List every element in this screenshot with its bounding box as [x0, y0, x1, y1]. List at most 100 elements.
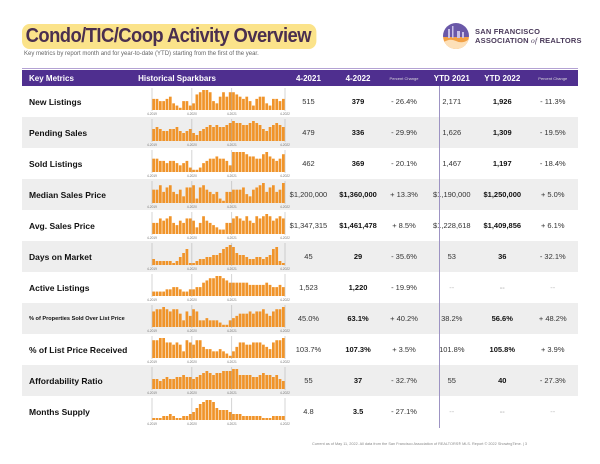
sparkbar-chart: 4-2019 4-2020 4-2021 4-2022 — [147, 367, 290, 395]
sparkbar-bar — [195, 408, 199, 420]
sparkbar-bar — [248, 311, 252, 327]
sparkbar-bar — [172, 263, 176, 265]
sparkbar-bar — [205, 400, 209, 420]
sparkbar-bar — [262, 418, 265, 420]
sparkbar-bar — [178, 313, 182, 327]
value-ytd-2021: 53 — [447, 252, 456, 261]
metric-label: Affordability Ratio — [29, 375, 103, 386]
sparkbar-cell: 4-2019 4-2020 4-2021 4-2022 — [138, 303, 290, 334]
sparkbar-bar — [235, 414, 239, 420]
sparkbar-bar — [232, 152, 235, 172]
sparkbar-bar — [252, 156, 255, 172]
sparkbar-bar — [208, 222, 212, 234]
sparkbar-cell: 4-2019 4-2020 4-2021 4-2022 — [138, 86, 290, 117]
sparkbar-bar — [228, 92, 232, 110]
sparkbar-bar — [278, 158, 282, 172]
sparkbar-axis-label: 4-2021 — [227, 267, 237, 271]
sparkbar-bar — [175, 287, 179, 296]
sparkbar-bar — [232, 351, 235, 358]
sparkbar-axis-label: 4-2019 — [147, 391, 157, 395]
sparkbar-bar — [202, 90, 205, 110]
sparkbar-bar — [262, 284, 265, 296]
sparkbar-bar — [202, 185, 205, 203]
sparkbar-bar — [195, 94, 199, 110]
sparkbar-bar — [165, 416, 169, 420]
sparkbar-bar — [278, 189, 282, 203]
sparkbar-axis-label: 4-2022 — [280, 267, 290, 271]
sparkbar-bar — [202, 282, 205, 296]
value-ytd-percent-change: - 32.1% — [539, 252, 566, 261]
value-month-2021: $1,347,315 — [289, 221, 328, 230]
sparkbar-bar — [162, 220, 166, 234]
sparkbar-bar — [282, 127, 285, 141]
header-key-metrics: Key Metrics — [29, 73, 74, 83]
sparkbar-bar — [228, 412, 232, 420]
sparkbar-axis-label: 4-2020 — [187, 143, 197, 147]
sparkbar-bar — [205, 257, 209, 265]
value-month-2021: 45 — [304, 252, 313, 261]
sparkbar-bar — [238, 282, 242, 296]
sparkbar-bar — [178, 131, 182, 141]
sparkbar-cell: 4-2019 4-2020 4-2021 4-2022 — [138, 117, 290, 148]
sparkbar-bar — [178, 107, 182, 110]
sparkbar-bar — [202, 402, 205, 420]
sparkbar-bar — [238, 96, 242, 110]
value-percent-change: - 26.4% — [391, 97, 417, 106]
sparkbar-axis-label: 4-2020 — [187, 174, 197, 178]
sparkbar-bar — [245, 125, 249, 141]
sparkbar-bar — [212, 351, 215, 358]
sparkbar-bar — [248, 259, 252, 265]
sparkbar-bar — [238, 218, 242, 234]
sparkbar-bar — [195, 227, 199, 234]
sparkbar-bar — [222, 127, 225, 141]
sparkbar-bar — [212, 320, 215, 327]
sparkbar-axis-label: 4-2020 — [187, 391, 197, 395]
sparkbar-bar — [275, 340, 279, 358]
sparkbar-bar — [205, 90, 209, 110]
sparkbar-bar — [228, 371, 232, 389]
sparkbar-bar — [155, 158, 159, 172]
sparkbar-bar — [185, 291, 189, 296]
sparkbar-bar — [222, 249, 225, 265]
sparkbar-bar — [188, 263, 192, 265]
sparkbar-bar — [272, 416, 275, 420]
sparkbar-bar — [265, 313, 269, 327]
sparkbar-bar — [205, 189, 209, 203]
sparkbar-bar — [165, 163, 169, 172]
sparkbar-bar — [265, 152, 269, 172]
sparkbar-bar — [235, 216, 239, 234]
sparkbar-bar — [159, 101, 162, 110]
sparkbar-bar — [228, 282, 232, 296]
sparkbar-bar — [278, 379, 282, 389]
sparkbar-bar — [242, 152, 245, 172]
sparkbar-axis-label: 4-2021 — [227, 174, 237, 178]
sparkbar-bar — [169, 216, 172, 234]
value-month-2022: $1,461,478 — [339, 221, 377, 230]
value-percent-change: + 40.2% — [390, 314, 418, 323]
header-percent-change: Percent Change — [389, 75, 419, 81]
sparkbar-chart: 4-2019 4-2020 4-2021 4-2022 — [147, 274, 290, 302]
logo-line-1: San Francisco — [475, 27, 541, 36]
value-ytd-percent-change: - 18.4% — [539, 159, 566, 168]
sparkbar-axis-label: 4-2021 — [227, 298, 237, 302]
sparkbar-axis-label: 4-2021 — [227, 112, 237, 116]
sparkbar-axis-label: 4-2021 — [227, 329, 237, 333]
sparkbar-bar — [169, 160, 172, 172]
sparkbar-bar — [195, 135, 199, 141]
sparkbar-bar — [238, 189, 242, 203]
value-ytd-percent-change: + 3.9% — [540, 345, 565, 354]
metric-label: Days on Market — [29, 251, 92, 262]
sparkbar-bar — [282, 263, 285, 265]
value-ytd-2021: 2,171 — [442, 97, 462, 106]
sparkbar-bar — [172, 129, 176, 141]
sparkbar-bar — [222, 324, 225, 327]
sparkbar-bar — [218, 276, 222, 296]
sparkbar-bar — [218, 158, 222, 172]
sparkbar-bar — [175, 342, 179, 358]
sparkbar-bar — [175, 105, 179, 110]
association-logo: San Francisco Association of Realtors — [442, 22, 582, 50]
sparkbar-bar — [178, 165, 182, 172]
sparkbar-bar — [238, 375, 242, 389]
sparkbar-bar — [282, 287, 285, 296]
value-month-2021: 515 — [302, 97, 315, 106]
